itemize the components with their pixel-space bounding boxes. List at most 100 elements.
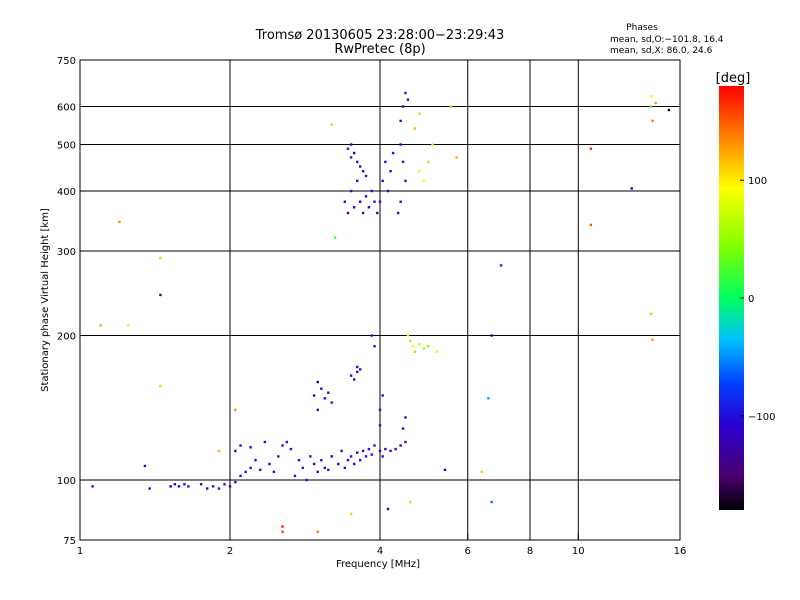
data-point bbox=[293, 474, 297, 478]
data-point bbox=[127, 324, 130, 327]
data-point bbox=[355, 370, 359, 374]
data-point bbox=[386, 189, 390, 193]
data-point bbox=[349, 374, 353, 377]
data-point bbox=[346, 211, 350, 215]
data-point bbox=[364, 195, 368, 198]
data-point bbox=[259, 468, 262, 472]
data-point bbox=[394, 447, 397, 451]
data-point bbox=[244, 470, 247, 474]
data-point bbox=[589, 147, 593, 150]
colorbar-tick-label: 100 bbox=[748, 176, 767, 187]
data-point bbox=[99, 324, 102, 327]
data-point bbox=[330, 455, 333, 458]
data-point bbox=[143, 464, 147, 468]
colorbar-tick-label: 0 bbox=[748, 294, 754, 305]
data-point bbox=[316, 530, 319, 534]
data-point bbox=[337, 462, 340, 466]
data-point bbox=[487, 397, 490, 400]
data-point bbox=[391, 151, 395, 155]
data-point bbox=[370, 189, 373, 193]
data-point bbox=[281, 530, 284, 534]
x-axis-ticks: 1 2 4 6 8 10 16 bbox=[77, 534, 686, 557]
data-point bbox=[378, 449, 382, 453]
chart-subtitle: RwPretec (8p) bbox=[334, 42, 425, 57]
data-point bbox=[330, 401, 333, 404]
data-point bbox=[312, 394, 316, 397]
chart-title: Tromsø 20130605 23:28:00−23:29:43 bbox=[255, 28, 505, 43]
data-point bbox=[367, 447, 371, 451]
data-point bbox=[364, 174, 368, 178]
data-point bbox=[435, 350, 438, 353]
data-point bbox=[316, 380, 319, 384]
data-point bbox=[249, 446, 252, 449]
data-point bbox=[455, 156, 458, 159]
data-point bbox=[177, 485, 181, 488]
data-point bbox=[159, 384, 162, 388]
data-point bbox=[289, 447, 293, 451]
data-point bbox=[234, 449, 237, 453]
data-point bbox=[399, 119, 402, 123]
data-point bbox=[281, 444, 284, 447]
stats-line-o: mean, sd,O:−101.8, 16.4 bbox=[610, 35, 724, 45]
data-point bbox=[346, 147, 350, 150]
data-point bbox=[401, 160, 405, 164]
data-point bbox=[239, 444, 242, 447]
data-point bbox=[352, 151, 356, 155]
data-point bbox=[409, 500, 412, 504]
data-point bbox=[320, 387, 323, 390]
y-tick-label: 75 bbox=[63, 536, 76, 547]
data-point bbox=[323, 466, 327, 470]
data-point bbox=[427, 160, 430, 164]
data-point bbox=[234, 408, 237, 412]
data-point bbox=[373, 200, 376, 203]
data-point bbox=[404, 179, 407, 183]
data-point bbox=[422, 179, 426, 183]
data-point bbox=[384, 160, 387, 164]
data-point bbox=[148, 487, 151, 490]
data-point bbox=[396, 211, 400, 215]
data-point bbox=[223, 483, 226, 486]
data-point bbox=[316, 408, 319, 412]
data-point bbox=[272, 470, 276, 474]
data-point bbox=[211, 485, 215, 488]
data-point bbox=[305, 478, 308, 482]
data-point bbox=[381, 455, 384, 458]
data-point bbox=[187, 485, 190, 488]
data-point bbox=[401, 105, 405, 108]
data-point bbox=[352, 378, 356, 381]
data-point bbox=[399, 200, 402, 203]
data-point bbox=[277, 455, 280, 458]
data-point bbox=[205, 487, 209, 490]
data-point bbox=[373, 444, 376, 447]
data-point bbox=[490, 500, 493, 504]
data-point bbox=[651, 119, 654, 123]
data-point bbox=[333, 236, 337, 239]
data-point bbox=[327, 391, 330, 394]
data-point bbox=[490, 334, 493, 337]
data-point bbox=[358, 200, 362, 203]
data-point bbox=[649, 105, 653, 108]
data-point bbox=[499, 264, 503, 267]
data-point bbox=[297, 458, 301, 462]
y-tick-label: 500 bbox=[57, 141, 76, 152]
data-point bbox=[217, 487, 221, 490]
data-point bbox=[199, 483, 203, 486]
data-point bbox=[404, 416, 407, 419]
data-point bbox=[358, 458, 362, 462]
data-point bbox=[418, 169, 421, 173]
x-tick-label: 8 bbox=[527, 546, 533, 557]
data-point bbox=[378, 408, 382, 412]
data-point bbox=[413, 350, 417, 353]
data-point bbox=[91, 485, 94, 488]
data-point bbox=[327, 468, 330, 472]
data-point bbox=[431, 143, 434, 146]
data-point bbox=[343, 200, 347, 203]
data-point bbox=[667, 108, 671, 112]
data-point bbox=[355, 365, 359, 369]
y-tick-label: 750 bbox=[57, 56, 76, 67]
data-point bbox=[480, 470, 483, 474]
data-point bbox=[352, 462, 356, 466]
data-point bbox=[389, 449, 392, 453]
data-point bbox=[346, 458, 350, 462]
